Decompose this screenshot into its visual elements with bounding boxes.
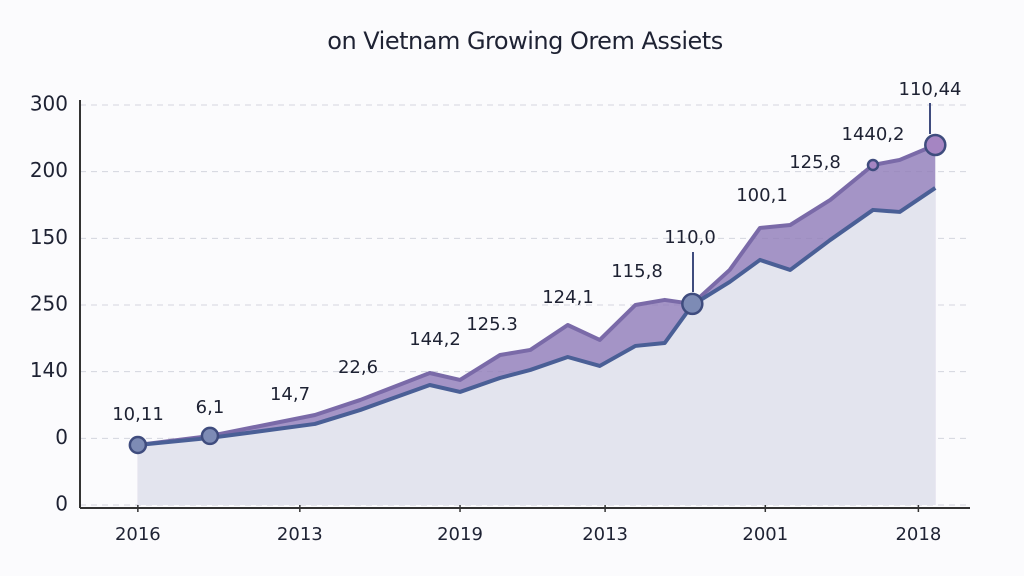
y-tick-label: 0	[55, 492, 68, 516]
annotation: 22,6	[338, 357, 378, 378]
annotation: 125.3	[466, 314, 518, 335]
annotation: 115,8	[611, 261, 663, 282]
y-tick-label: 200	[30, 158, 68, 182]
annotation: 1440,2	[842, 124, 905, 145]
x-tick-label: 2013	[277, 524, 323, 545]
annotation: 110,0	[664, 227, 716, 248]
annotation: 10,11	[112, 404, 164, 425]
annotation: 124,1	[542, 287, 594, 308]
series-line	[137, 186, 937, 447]
annotation: 144,2	[409, 329, 461, 350]
point-marker	[681, 292, 704, 316]
point-marker	[924, 133, 947, 157]
x-tick-label: 2018	[895, 524, 941, 545]
x-tick-label: 2001	[742, 524, 788, 545]
x-tick-label: 2016	[115, 524, 161, 545]
point-marker	[128, 435, 148, 455]
annotation: 110,44	[899, 79, 962, 100]
annotation: 14,7	[270, 384, 310, 405]
chart-title: on Vietnam Growing Orem Assiets	[327, 27, 722, 55]
series-line	[137, 143, 937, 447]
annotation: 6,1	[196, 397, 225, 418]
y-tick-label: 150	[30, 225, 68, 249]
point-marker	[200, 426, 220, 446]
y-tick-label: 300	[30, 92, 68, 116]
annotation: 100,1	[736, 185, 788, 206]
annotation: 125,8	[789, 152, 841, 173]
y-tick-label: 250	[30, 292, 68, 316]
area-fill	[137, 187, 936, 505]
y-tick-label: 0	[55, 425, 68, 449]
y-tick-label: 140	[30, 358, 68, 382]
x-tick-label: 2013	[582, 524, 628, 545]
x-tick-label: 2019	[437, 524, 483, 545]
point-marker	[866, 158, 880, 172]
